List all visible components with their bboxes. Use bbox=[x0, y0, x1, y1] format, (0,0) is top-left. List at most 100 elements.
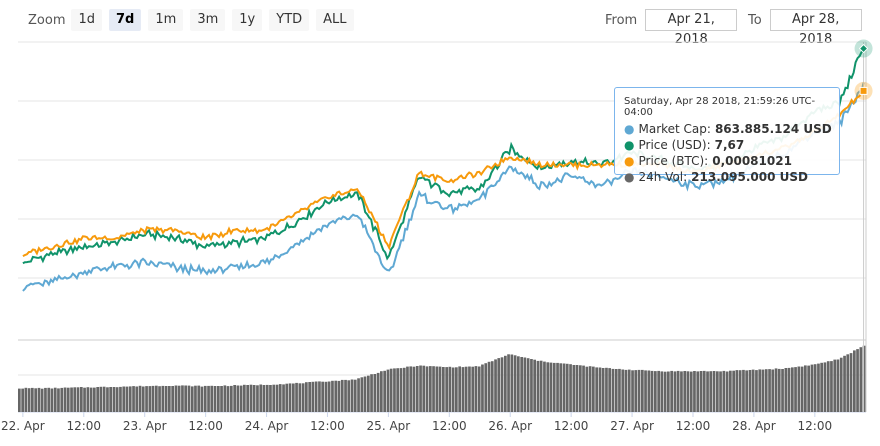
volume-bar bbox=[243, 384, 246, 412]
volume-bar bbox=[494, 359, 497, 412]
tooltip-value: 7,67 bbox=[714, 138, 745, 152]
from-date-input[interactable]: Apr 21, 2018 bbox=[645, 9, 738, 47]
volume-bar bbox=[135, 386, 139, 412]
market-cap-line bbox=[22, 82, 865, 292]
volume-bar bbox=[794, 367, 797, 412]
volume-bar bbox=[839, 357, 843, 412]
volume-bar bbox=[585, 366, 589, 412]
zoom-7d-button[interactable]: 7d bbox=[109, 9, 142, 31]
volume-bar bbox=[719, 371, 722, 412]
volume-dot-icon: ● bbox=[624, 170, 635, 184]
volume-bar bbox=[324, 381, 328, 412]
volume-bar bbox=[282, 384, 285, 412]
volume-bar bbox=[556, 362, 559, 412]
volume-bar bbox=[699, 371, 703, 412]
zoom-ytd-button[interactable]: YTD bbox=[269, 9, 310, 31]
volume-bars bbox=[18, 345, 866, 412]
volume-bar bbox=[389, 368, 393, 412]
volume-bar bbox=[637, 369, 641, 412]
zoom-1m-button[interactable]: 1m bbox=[148, 9, 184, 31]
volume-bar bbox=[18, 388, 21, 412]
volume-bar bbox=[57, 388, 60, 412]
from-label: From bbox=[605, 12, 638, 28]
volume-bar bbox=[729, 370, 732, 412]
to-date-input[interactable]: Apr 28, 2018 bbox=[769, 9, 862, 47]
volume-bar bbox=[477, 366, 481, 412]
volume-bar bbox=[823, 362, 827, 412]
x-tick-label: 25. Apr bbox=[367, 419, 411, 433]
market-cap-dot-icon: ● bbox=[624, 122, 635, 136]
volume-bar bbox=[565, 363, 569, 412]
volume-bar bbox=[784, 368, 788, 412]
volume-bar bbox=[308, 382, 311, 412]
volume-bar bbox=[448, 366, 452, 412]
volume-bar bbox=[592, 366, 595, 412]
volume-bar bbox=[738, 370, 742, 412]
volume-bar bbox=[210, 385, 214, 412]
volume-bar bbox=[158, 386, 161, 412]
x-tick-label: 27. Apr bbox=[610, 419, 654, 433]
volume-bar bbox=[360, 377, 364, 412]
volume-bar bbox=[797, 366, 801, 412]
volume-bar bbox=[520, 357, 523, 412]
volume-bar bbox=[122, 386, 126, 412]
volume-bar bbox=[112, 387, 116, 412]
volume-bar bbox=[611, 368, 615, 412]
to-label: To bbox=[748, 12, 762, 28]
volume-bar bbox=[164, 386, 168, 412]
range-from: From Apr 21, 2018 bbox=[605, 8, 738, 47]
volume-bar bbox=[350, 379, 354, 412]
volume-bar bbox=[53, 387, 57, 412]
volume-bar bbox=[132, 386, 135, 412]
volume-bar bbox=[507, 354, 510, 412]
volume-bar bbox=[745, 370, 748, 412]
volume-bar bbox=[27, 388, 31, 412]
zoom-all-button[interactable]: ALL bbox=[316, 9, 354, 31]
volume-bar bbox=[468, 366, 471, 412]
tooltip-row-volume: ● 24h Vol: 213.095.000 USD bbox=[624, 169, 839, 185]
tooltip-row-price-btc: ● Price (BTC): 0,00081021 bbox=[624, 153, 839, 169]
volume-bar bbox=[44, 387, 47, 412]
volume-bar bbox=[461, 367, 465, 412]
volume-bar bbox=[846, 354, 850, 412]
volume-bar bbox=[386, 369, 390, 412]
volume-bar bbox=[63, 387, 67, 412]
volume-bar bbox=[314, 381, 318, 412]
volume-bar bbox=[670, 370, 673, 412]
volume-bar bbox=[843, 355, 846, 412]
volume-bar bbox=[500, 357, 504, 412]
volume-bar bbox=[530, 359, 533, 412]
volume-bar bbox=[751, 369, 755, 412]
volume-bar bbox=[311, 381, 315, 412]
x-tick-label: 12:00 bbox=[188, 419, 223, 433]
volume-bar bbox=[481, 364, 484, 412]
price-usd-dot-icon: ● bbox=[624, 138, 635, 152]
volume-bar bbox=[106, 387, 109, 412]
volume-bar bbox=[155, 385, 158, 412]
volume-bar bbox=[419, 365, 422, 412]
volume-bar bbox=[217, 386, 220, 412]
volume-bar bbox=[203, 385, 207, 412]
volume-bar bbox=[402, 367, 406, 412]
volume-bar bbox=[618, 368, 621, 412]
volume-bar bbox=[83, 387, 86, 412]
volume-bar bbox=[177, 385, 181, 412]
volume-bar bbox=[781, 369, 784, 412]
zoom-1d-button[interactable]: 1d bbox=[71, 9, 103, 31]
x-tick-label: 24. Apr bbox=[245, 419, 289, 433]
volume-bar bbox=[353, 379, 357, 412]
zoom-3m-button[interactable]: 3m bbox=[190, 9, 226, 31]
volume-bar bbox=[327, 381, 331, 412]
volume-bar bbox=[830, 361, 833, 412]
volume-bar bbox=[582, 365, 585, 412]
zoom-1y-button[interactable]: 1y bbox=[232, 9, 263, 31]
x-tick-label: 26. Apr bbox=[488, 419, 532, 433]
volume-bar bbox=[207, 385, 210, 412]
volume-bar bbox=[549, 362, 553, 412]
volume-bar bbox=[856, 349, 859, 412]
volume-bar bbox=[128, 386, 132, 412]
volume-bar bbox=[285, 383, 289, 412]
volume-bar bbox=[435, 366, 439, 412]
tooltip-label: Market Cap: bbox=[638, 122, 711, 136]
